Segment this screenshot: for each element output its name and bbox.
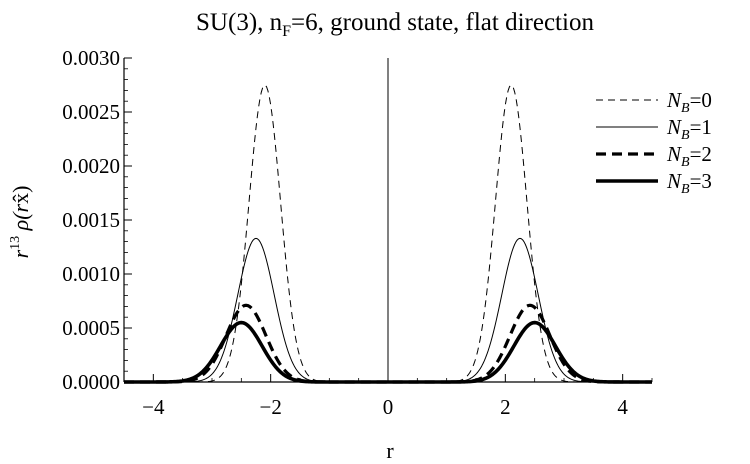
legend-label: NB=0 bbox=[666, 88, 712, 116]
x-tick-label: 2 bbox=[500, 395, 511, 419]
y-tick-label: 0.0005 bbox=[62, 316, 120, 340]
y-tick-label: 0.0010 bbox=[62, 262, 120, 286]
x-tick-label: 4 bbox=[617, 395, 628, 419]
y-tick-label: 0.0020 bbox=[62, 154, 120, 178]
x-tick-label: −4 bbox=[142, 395, 165, 419]
series-line-n-b-3 bbox=[123, 320, 653, 384]
chart-title: SU(3), nF=6, ground state, flat directio… bbox=[196, 9, 594, 40]
y-tick-label: 0.0015 bbox=[62, 208, 120, 232]
legend-label: NB=2 bbox=[666, 142, 712, 170]
x-tick-label: 0 bbox=[383, 395, 394, 419]
curves bbox=[123, 84, 653, 384]
legend-label: NB=1 bbox=[666, 115, 712, 143]
ticks: 0.0000 0.0005 0.0010 0.0015 0.0020 0.0025 0.00… bbox=[62, 46, 653, 419]
legend-label: NB=3 bbox=[666, 169, 712, 197]
y-axis-label: r13 ρ(rx̂) bbox=[8, 186, 33, 259]
legend: NB=0NB=1NB=2NB=3 bbox=[596, 88, 712, 197]
y-tick-label: 0.0000 bbox=[62, 370, 120, 394]
y-tick-label: 0.0030 bbox=[62, 46, 120, 70]
x-tick-label: −2 bbox=[259, 395, 281, 419]
y-tick-label: 0.0025 bbox=[62, 100, 120, 124]
axes bbox=[123, 58, 652, 383]
series-line-n-b-2 bbox=[123, 303, 653, 384]
x-axis-label: r bbox=[386, 438, 394, 463]
